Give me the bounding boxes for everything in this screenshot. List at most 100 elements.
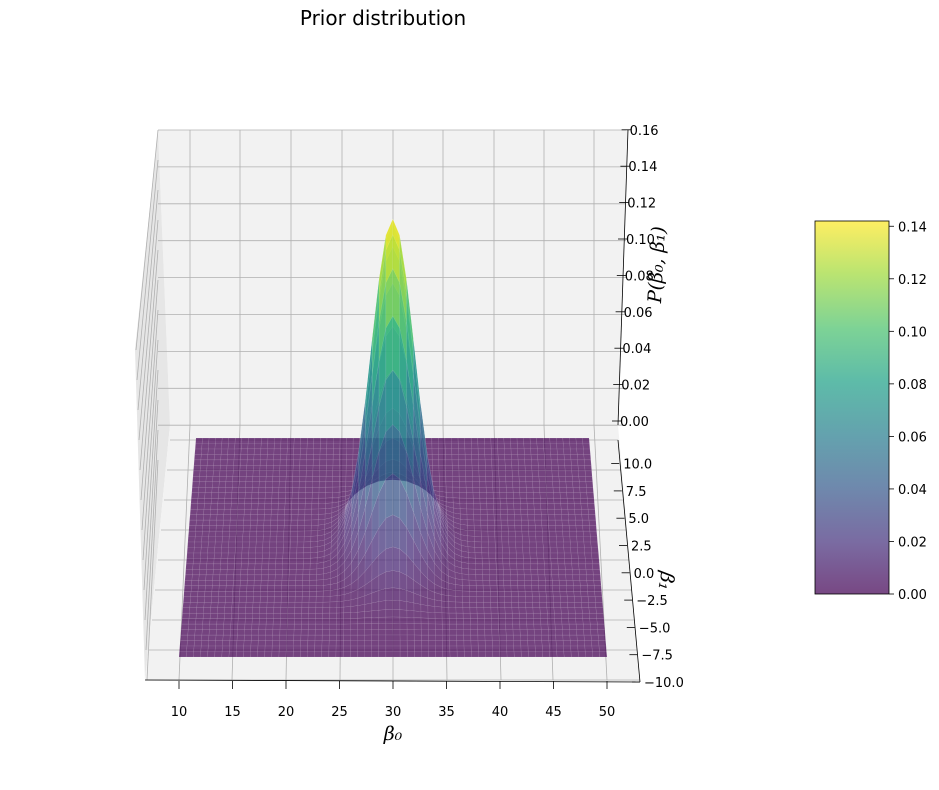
- surface-patch: [243, 634, 252, 641]
- surface-patch: [589, 530, 598, 537]
- surface-patch: [294, 596, 303, 603]
- surface-patch: [319, 470, 327, 477]
- z-axis-line: [617, 129, 629, 426]
- surface-patch: [319, 448, 327, 455]
- surface-patch: [187, 536, 196, 543]
- surface-patch: [485, 645, 493, 652]
- surface-patch: [464, 448, 472, 455]
- surface-patch: [270, 509, 279, 515]
- surface-patch: [343, 629, 351, 636]
- surface-patch: [569, 541, 578, 548]
- surface-patch: [249, 525, 258, 532]
- surface-patch: [574, 509, 583, 515]
- surface-patch: [486, 514, 495, 521]
- surface-patch: [267, 443, 275, 450]
- surface-patch: [544, 465, 553, 471]
- surface-patch: [555, 525, 563, 532]
- surface-patch: [371, 623, 379, 630]
- surface-patch: [532, 487, 541, 493]
- surface-patch: [504, 448, 512, 455]
- surface-patch: [216, 509, 225, 515]
- surface-patch: [274, 437, 282, 444]
- surface-patch: [459, 503, 468, 510]
- surface-patch: [364, 602, 373, 612]
- surface-patch: [543, 552, 552, 559]
- surface-patch: [233, 563, 242, 570]
- surface-patch: [203, 602, 212, 608]
- surface-patch: [186, 645, 195, 652]
- surface-patch: [590, 634, 599, 641]
- surface-patch: [288, 580, 297, 586]
- surface-patch: [438, 448, 446, 455]
- surface-patch: [312, 465, 320, 471]
- surface-patch: [532, 613, 541, 619]
- surface-patch: [229, 640, 238, 647]
- surface-patch: [546, 487, 554, 493]
- surface-patch: [500, 509, 508, 515]
- surface-patch: [444, 437, 452, 444]
- surface-patch: [183, 596, 191, 603]
- surface-patch: [320, 437, 328, 444]
- surface-patch: [589, 623, 598, 630]
- surface-patch: [321, 634, 330, 641]
- surface-patch: [296, 552, 304, 559]
- surface-patch: [196, 509, 205, 515]
- surface-patch: [498, 634, 507, 641]
- colorbar-tick-group: 0.000.020.040.060.080.100.120.14: [889, 220, 927, 603]
- surface-patch: [300, 437, 308, 444]
- surface-patch: [250, 519, 258, 526]
- surface-patch: [455, 618, 464, 625]
- surface-patch: [260, 591, 268, 597]
- surface-patch: [272, 481, 280, 488]
- surface-patch: [264, 498, 273, 504]
- surface-patch: [266, 465, 274, 471]
- surface-patch: [194, 629, 203, 636]
- surface-patch: [549, 536, 557, 543]
- surface-patch: [192, 563, 201, 570]
- surface-patch: [587, 585, 595, 592]
- surface-patch: [526, 498, 535, 504]
- surface-patch: [220, 563, 228, 570]
- surface-patch: [280, 443, 288, 450]
- surface-patch: [525, 602, 534, 608]
- surface-patch: [276, 530, 285, 537]
- surface-patch: [333, 437, 341, 444]
- surface-patch: [516, 569, 525, 576]
- surface-patch: [452, 492, 460, 499]
- surface-patch: [527, 514, 536, 521]
- surface-patch: [511, 613, 520, 619]
- surface-patch: [250, 651, 258, 658]
- surface-patch: [232, 580, 241, 586]
- surface-patch: [420, 623, 429, 630]
- surface-patch: [267, 448, 275, 455]
- surface-patch: [265, 618, 274, 625]
- surface-patch: [399, 629, 408, 636]
- surface-patch: [286, 448, 295, 455]
- surface-patch: [529, 558, 538, 565]
- surface-patch: [563, 454, 572, 461]
- surface-patch: [555, 536, 564, 543]
- surface-patch: [201, 536, 210, 543]
- surface-patch: [218, 481, 227, 488]
- surface-patch: [191, 492, 199, 499]
- surface-patch: [585, 563, 594, 570]
- surface-patch: [343, 618, 351, 625]
- surface-patch: [255, 536, 264, 543]
- surface-patch: [323, 584, 331, 592]
- surface-patch: [202, 525, 210, 532]
- surface-patch: [306, 443, 314, 450]
- surface-patch: [226, 459, 235, 466]
- surface-patch: [588, 607, 597, 614]
- surface-patch: [488, 552, 497, 559]
- surface-patch: [496, 585, 505, 592]
- surface-patch: [301, 596, 310, 603]
- surface-patch: [304, 508, 313, 515]
- surface-patch: [582, 525, 591, 532]
- surface-patch: [218, 591, 227, 597]
- surface-patch: [260, 454, 268, 461]
- surface-patch: [282, 563, 290, 570]
- surface-patch: [466, 508, 474, 515]
- surface-patch: [299, 476, 307, 482]
- surface-patch: [285, 487, 293, 493]
- surface-patch: [301, 613, 309, 619]
